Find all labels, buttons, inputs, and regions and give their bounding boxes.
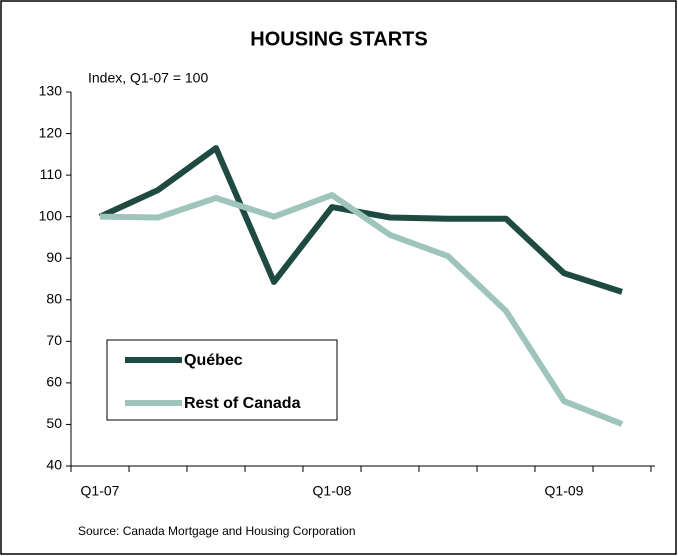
series-line <box>99 192 624 427</box>
y-tick-label: 100 <box>39 207 63 223</box>
chart-title: HOUSING STARTS <box>250 28 427 50</box>
x-tick-label: Q1-07 <box>81 483 120 499</box>
x-tick-label: Q1-09 <box>545 483 584 499</box>
y-tick-label: 120 <box>39 124 63 140</box>
y-tick-label: 110 <box>40 166 63 182</box>
source: Source: Canada Mortgage and Housing Corp… <box>78 524 356 538</box>
y-tick-label: 90 <box>46 249 62 265</box>
y-tick-label: 60 <box>46 374 62 390</box>
legend-box <box>106 339 338 421</box>
y-tick-label: 80 <box>46 290 62 306</box>
legend-label: Rest of Canada <box>184 395 301 412</box>
x-tick-label: Q1-08 <box>313 483 352 499</box>
y-tick-label: 130 <box>39 83 63 99</box>
y-tick-label: 70 <box>46 332 62 348</box>
y-axis-label: Index, Q1-07 = 100 <box>88 70 208 86</box>
y-tick-label: 40 <box>46 457 62 473</box>
legend-label: Québec <box>184 352 243 369</box>
y-tick-label: 50 <box>46 415 62 431</box>
